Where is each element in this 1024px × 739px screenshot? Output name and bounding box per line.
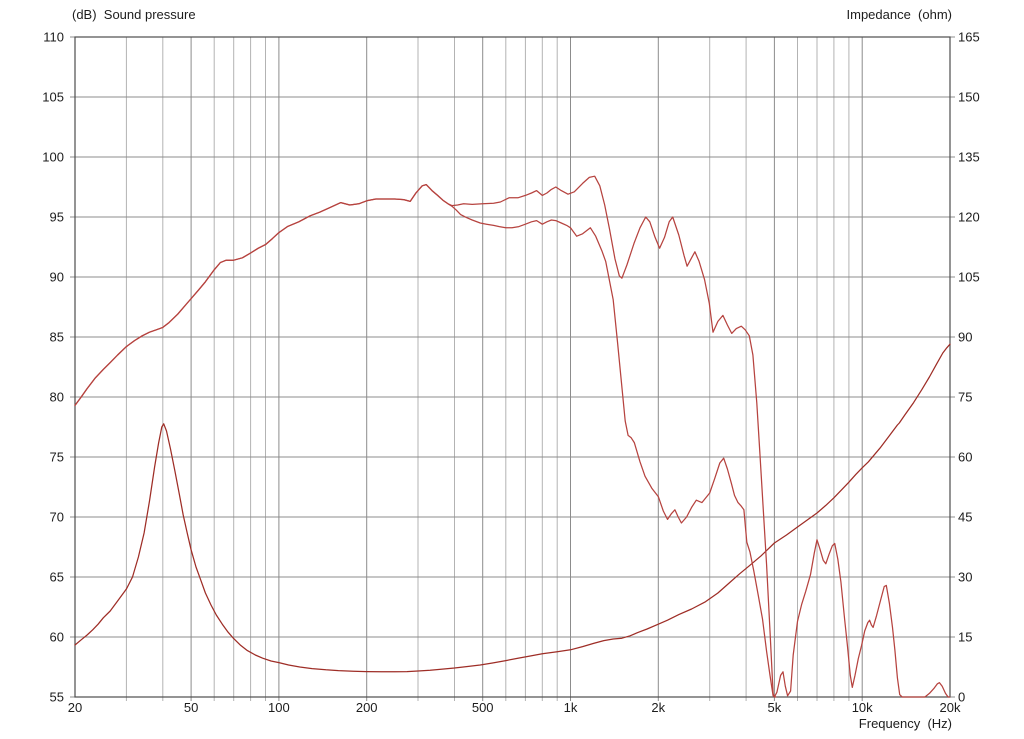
y-left-tick-label: 100 bbox=[42, 150, 64, 165]
x-tick-label: 20k bbox=[940, 700, 961, 715]
y-right-tick-label: 15 bbox=[958, 630, 972, 645]
x-axis-title: Frequency (Hz) bbox=[858, 716, 952, 731]
y-right-tick-label: 105 bbox=[958, 270, 980, 285]
x-tick-label: 1k bbox=[564, 700, 578, 715]
x-tick-label: 100 bbox=[268, 700, 290, 715]
left-axis-title: (dB) Sound pressure bbox=[72, 7, 196, 22]
right-axis-title: Impedance (ohm) bbox=[846, 7, 953, 22]
y-right-tick-label: 90 bbox=[958, 330, 972, 345]
y-right-tick-label: 165 bbox=[958, 30, 980, 45]
y-left-tick-label: 85 bbox=[50, 330, 64, 345]
y-left-tick-label: 70 bbox=[50, 510, 64, 525]
y-right-tick-label: 120 bbox=[958, 210, 980, 225]
y-right-tick-label: 135 bbox=[958, 150, 980, 165]
spl-secondary-curve bbox=[74, 183, 777, 698]
y-left-tick-label: 105 bbox=[42, 90, 64, 105]
x-tick-label: 50 bbox=[184, 700, 198, 715]
y-left-tick-label: 90 bbox=[50, 270, 64, 285]
y-left-tick-label: 75 bbox=[50, 450, 64, 465]
x-tick-label: 2k bbox=[651, 700, 665, 715]
y-left-tick-label: 110 bbox=[43, 30, 64, 45]
y-right-tick-label: 60 bbox=[958, 450, 972, 465]
plot-frame bbox=[74, 36, 951, 698]
y-right-tick-label: 150 bbox=[958, 90, 980, 105]
y-right-tick-label: 0 bbox=[958, 690, 965, 705]
y-left-tick-label: 65 bbox=[50, 570, 64, 585]
y-left-tick-label: 60 bbox=[50, 630, 64, 645]
spl-main-curve bbox=[74, 175, 951, 698]
y-right-tick-label: 75 bbox=[958, 390, 972, 405]
y-right-tick-label: 45 bbox=[958, 510, 972, 525]
x-tick-label: 5k bbox=[768, 700, 782, 715]
impedance-curve bbox=[74, 343, 951, 673]
x-tick-label: 500 bbox=[472, 700, 494, 715]
x-tick-label: 200 bbox=[356, 700, 378, 715]
y-right-tick-label: 30 bbox=[958, 570, 972, 585]
x-tick-label: 20 bbox=[68, 700, 82, 715]
y-left-tick-label: 95 bbox=[50, 210, 64, 225]
x-tick-label: 10k bbox=[852, 700, 873, 715]
y-left-tick-label: 80 bbox=[50, 390, 64, 405]
y-left-tick-label: 55 bbox=[50, 690, 64, 705]
